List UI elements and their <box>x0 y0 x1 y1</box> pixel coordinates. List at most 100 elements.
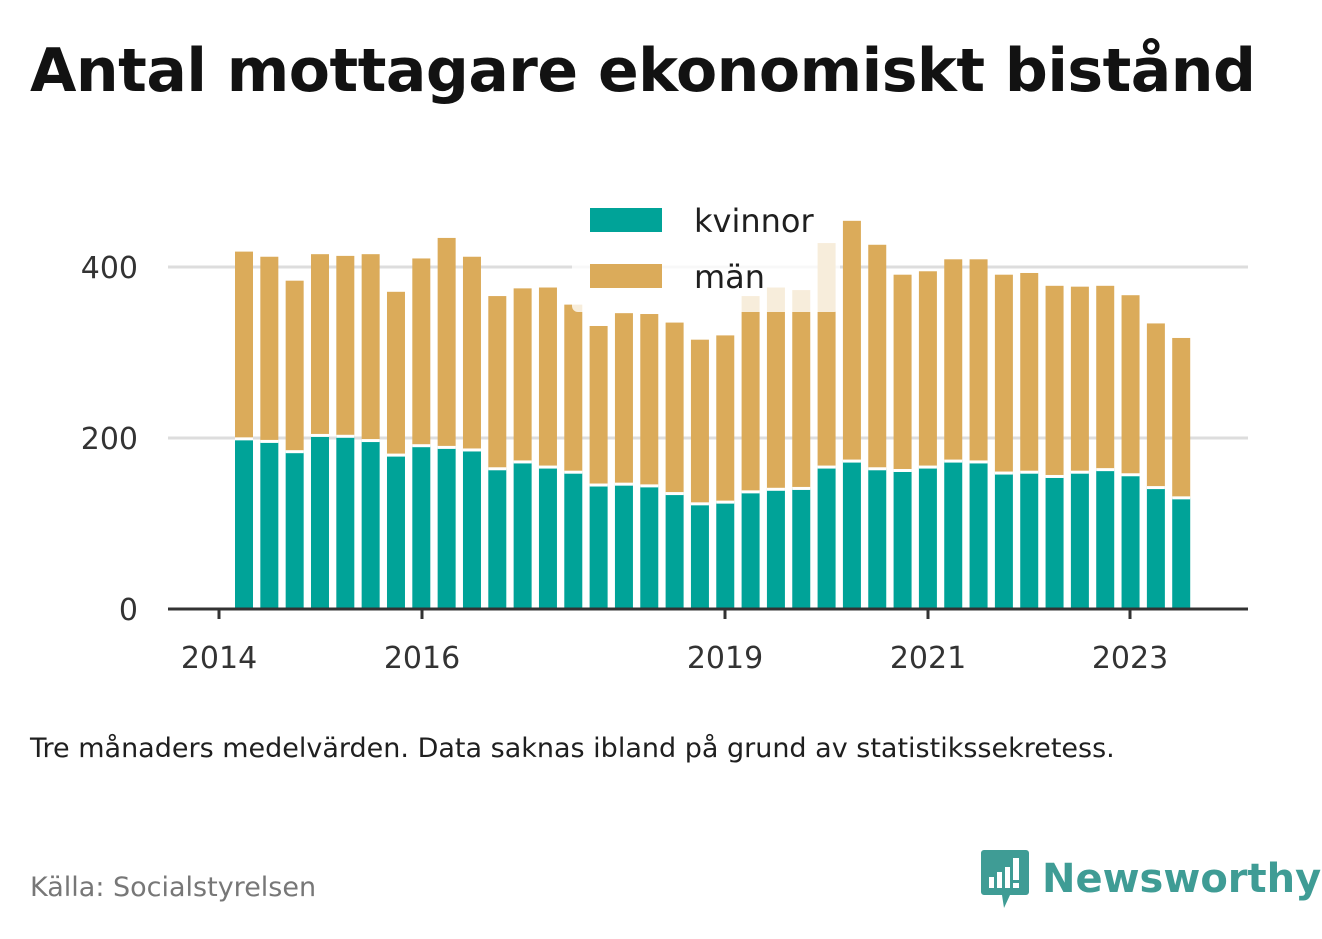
bar-separator <box>310 433 329 437</box>
bar-man <box>893 274 912 471</box>
bar-kvinnor <box>716 502 735 609</box>
x-axis <box>168 607 1248 619</box>
newsworthy-chart-bubble-icon <box>981 850 1029 908</box>
bar-man <box>1172 337 1191 498</box>
legend-label-kvinnor: kvinnor <box>694 202 815 240</box>
y-tick-label: 0 <box>119 593 138 628</box>
bar-separator <box>969 460 988 464</box>
bar-kvinnor <box>1045 476 1064 609</box>
bar-separator <box>462 448 481 452</box>
bar-kvinnor <box>1020 472 1039 609</box>
bar-man <box>716 335 735 503</box>
bar-kvinnor <box>918 467 937 609</box>
bar-man <box>1096 285 1115 470</box>
bar-kvinnor <box>538 467 557 609</box>
bar-man <box>1146 323 1165 488</box>
bar-kvinnor <box>513 461 532 609</box>
bar-kvinnor <box>665 493 684 609</box>
bar-separator <box>1045 474 1064 478</box>
bar-separator <box>260 439 279 443</box>
bar-separator <box>589 483 608 487</box>
bar-separator <box>1096 468 1115 472</box>
bar-kvinnor <box>1096 469 1115 609</box>
bar-separator <box>386 453 405 457</box>
bar-man <box>488 296 507 469</box>
legend-label-man: män <box>694 258 765 296</box>
bar-man <box>462 256 481 450</box>
bar-man <box>235 251 253 439</box>
bar-man <box>969 259 988 462</box>
bar-separator <box>792 486 811 490</box>
x-tick-label: 2023 <box>1092 641 1168 676</box>
bar-kvinnor <box>1146 487 1165 609</box>
bar-kvinnor <box>944 461 963 609</box>
bar-kvinnor <box>741 491 760 609</box>
bar-man <box>944 259 963 462</box>
bar-separator <box>1020 470 1039 474</box>
bar-man <box>741 296 760 492</box>
bar-kvinnor <box>589 485 608 609</box>
bar-kvinnor <box>868 468 887 609</box>
bar-separator <box>1070 470 1089 474</box>
bar-kvinnor <box>640 485 659 609</box>
bar-kvinnor <box>386 455 405 609</box>
bar-separator <box>817 465 836 469</box>
source-text: Källa: Socialstyrelsen <box>30 872 317 903</box>
bar-man <box>868 244 887 469</box>
bar-kvinnor <box>766 489 785 609</box>
bar-kvinnor <box>235 438 253 609</box>
bar-separator <box>766 487 785 491</box>
bar-man <box>412 258 431 446</box>
stacked-bar-chart: 0 200 400 2014 2016 2019 2021 2023 kvinnor män <box>80 190 1248 676</box>
bar-man <box>310 254 329 436</box>
bar-man <box>1070 286 1089 473</box>
bar-man <box>538 287 557 468</box>
x-axis-tick-labels: 2014 2016 2019 2021 2023 <box>181 641 1168 676</box>
bar-kvinnor <box>488 468 507 609</box>
bar-separator <box>640 484 659 488</box>
bar-man <box>589 325 608 486</box>
bar-kvinnor <box>336 436 355 609</box>
bar-man <box>665 322 684 494</box>
bar-separator <box>488 467 507 471</box>
bar-kvinnor <box>969 461 988 609</box>
bar-kvinnor <box>842 461 861 609</box>
bar-kvinnor <box>361 440 380 609</box>
bar-man <box>918 271 937 468</box>
bar-man <box>994 274 1013 474</box>
bar-man <box>285 280 304 452</box>
x-tick-label: 2014 <box>181 641 257 676</box>
bar-separator <box>235 437 253 441</box>
bar-separator <box>918 465 937 469</box>
bar-separator <box>741 490 760 494</box>
bar-kvinnor <box>1070 472 1089 609</box>
x-tick-label: 2016 <box>384 641 460 676</box>
bar-kvinnor <box>817 467 836 609</box>
bar-kvinnor <box>564 472 583 609</box>
bar-kvinnor <box>412 445 431 609</box>
legend: kvinnor män <box>572 190 840 312</box>
bar-separator <box>412 444 431 448</box>
bar-kvinnor <box>893 470 912 609</box>
bar-man <box>1121 295 1140 475</box>
x-tick-label: 2021 <box>890 641 966 676</box>
bar-kvinnor <box>614 484 633 609</box>
bar-kvinnor <box>310 435 329 609</box>
bar-separator <box>893 468 912 472</box>
bar-man <box>361 254 380 441</box>
y-axis-tick-labels: 0 200 400 <box>81 251 138 628</box>
bar-man <box>792 290 811 489</box>
chart-title: Antal mottagare ekonomiskt bistånd <box>30 36 1256 106</box>
bar-kvinnor <box>437 447 456 609</box>
bar-separator <box>538 465 557 469</box>
bar-separator <box>285 450 304 454</box>
y-tick-label: 200 <box>81 422 138 457</box>
bar-kvinnor <box>285 451 304 609</box>
bar-kvinnor <box>994 473 1013 609</box>
bar-kvinnor <box>260 441 279 609</box>
bar-separator <box>1121 473 1140 477</box>
legend-swatch-man <box>590 264 662 288</box>
bar-separator <box>1146 486 1165 490</box>
bar-kvinnor <box>1121 474 1140 609</box>
bar-man <box>766 287 785 490</box>
